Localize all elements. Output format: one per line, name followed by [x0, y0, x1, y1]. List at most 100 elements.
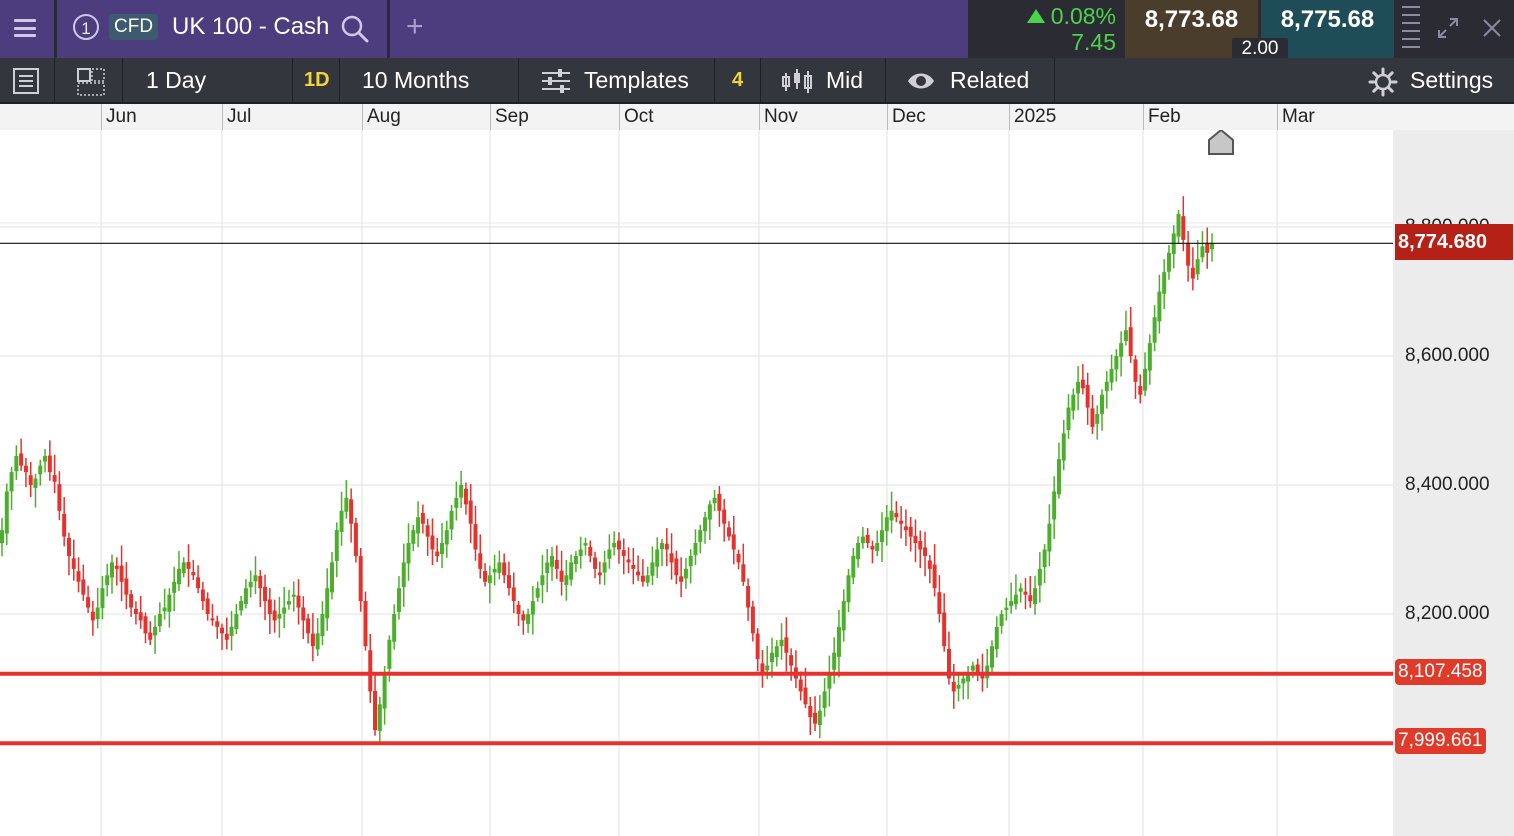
candle-down [626, 559, 631, 563]
candle-down [789, 655, 794, 666]
candle-down [722, 509, 727, 524]
templates-button[interactable]: Templates [584, 67, 689, 93]
candle-up [229, 626, 234, 636]
candle-up [770, 652, 774, 663]
candle-down [521, 614, 526, 621]
candle-down [640, 575, 645, 582]
add-tab-button[interactable]: + [406, 10, 424, 43]
candle-up [1056, 459, 1061, 495]
candle-down [478, 553, 483, 569]
candle-up [856, 543, 861, 560]
candle-up [1033, 588, 1038, 604]
time-tick [1143, 104, 1144, 130]
time-tick [759, 104, 760, 130]
candle-down [755, 633, 760, 660]
layout-icon[interactable] [76, 67, 106, 97]
candle-up [377, 704, 382, 731]
candle-up [956, 684, 961, 689]
gear-icon [1368, 67, 1398, 97]
candle-down [1023, 591, 1028, 595]
related-button[interactable]: Related [950, 67, 1030, 93]
interval-selector[interactable]: 1 Day [146, 67, 207, 93]
candle-down [923, 547, 928, 556]
scroll-marker-icon[interactable] [1207, 130, 1235, 156]
candle-up [43, 455, 48, 462]
buy-price-button[interactable]: 8,775.68 [1261, 0, 1394, 58]
candle-down [483, 571, 488, 582]
candle-up [454, 497, 459, 508]
instrument-name: UK 100 - Cash [172, 13, 330, 40]
candle-up [1004, 607, 1009, 610]
candle-up [449, 510, 454, 530]
candle-up [884, 517, 889, 532]
month-label: Jul [227, 106, 252, 127]
month-label: Mar [1282, 106, 1315, 127]
candle-up [1013, 594, 1018, 605]
candle-down [267, 599, 272, 614]
hamburger-icon [14, 19, 36, 37]
candle-up [487, 575, 492, 584]
candle-up [530, 601, 535, 615]
drag-handle-icon[interactable] [1402, 6, 1420, 52]
level-label-2: 7,999.661 [1395, 728, 1486, 754]
expand-icon[interactable] [1436, 16, 1460, 40]
candle-up [1104, 381, 1109, 391]
candle-up [564, 575, 569, 585]
candle-up [396, 588, 401, 612]
candle-up [382, 672, 387, 709]
candle-down [1090, 408, 1095, 427]
candle-down [559, 570, 564, 582]
candle-down [224, 633, 229, 640]
candle-down [913, 535, 918, 544]
time-axis: Jun Jul Aug Sep Oct Nov Dec 2025 Feb Mar [0, 104, 1514, 131]
instrument-tab[interactable]: 1 CFD UK 100 - Cash [57, 0, 387, 58]
search-icon[interactable] [340, 14, 370, 44]
chart-plot-area[interactable] [0, 130, 1393, 836]
settings-button[interactable]: Settings [1410, 67, 1494, 93]
candle-down [899, 520, 904, 524]
candle-up [339, 510, 344, 532]
eye-icon [908, 73, 934, 89]
top-bar: 1 CFD UK 100 - Cash + 0.08% 7.45 8,773.6… [0, 0, 1514, 60]
candle-down [425, 525, 430, 537]
candle-down [473, 524, 478, 550]
candle-up [1042, 549, 1047, 568]
candle-up [1076, 381, 1081, 394]
candle-up [655, 549, 660, 567]
candle-up [1061, 433, 1066, 461]
time-tick [1277, 104, 1278, 130]
candle-down [186, 562, 191, 569]
candle-up [172, 581, 177, 593]
candle-down [349, 499, 354, 524]
main-menu-button[interactable] [0, 0, 55, 58]
candle-up [836, 626, 841, 657]
candle-down [674, 558, 679, 576]
chart-toolbar: 1 Day 1D 10 Months Templates 4 Mid Relat… [0, 58, 1514, 104]
candle-up [282, 607, 287, 614]
candle-up [440, 543, 444, 555]
candle-up [994, 626, 999, 650]
candle-down [631, 564, 636, 569]
current-price-label: 8,774.680 [1395, 224, 1513, 260]
candle-up [1123, 330, 1128, 341]
candle-up [683, 568, 688, 579]
list-icon[interactable] [12, 67, 40, 95]
candle-down [903, 526, 908, 531]
up-arrow-icon [1026, 9, 1045, 23]
candle-down [363, 601, 368, 647]
candle-down [621, 550, 626, 556]
candle-up [1200, 246, 1205, 258]
tab-number-badge: 1 [73, 14, 99, 40]
price-type-selector[interactable]: Mid [826, 67, 864, 93]
candle-down [215, 621, 220, 627]
candle-down [258, 576, 263, 589]
candle-up [602, 562, 607, 573]
candle-down [306, 618, 311, 634]
candle-down [90, 611, 95, 621]
close-icon[interactable] [1480, 16, 1504, 40]
candle-up [712, 497, 717, 504]
range-selector[interactable]: 10 Months [362, 67, 470, 93]
candle-up [660, 543, 664, 550]
candle-up [153, 626, 158, 636]
candle-down [932, 564, 937, 589]
